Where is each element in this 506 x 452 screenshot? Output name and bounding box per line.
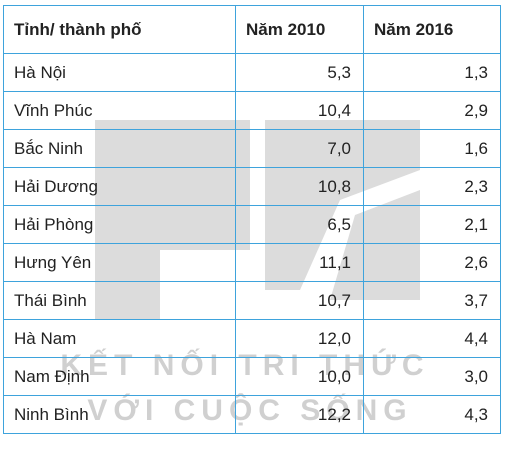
value-2010-cell: 12,2: [235, 395, 364, 434]
table-row: Hải Dương 10,8 2,3: [3, 167, 501, 206]
value-2010-cell: 6,5: [235, 205, 364, 244]
header-province: Tỉnh/ thành phố: [3, 5, 236, 54]
province-cell: Thái Bình: [3, 281, 236, 320]
value-2010-cell: 7,0: [235, 129, 364, 168]
header-year-2016: Năm 2016: [363, 5, 501, 54]
table-row: Hải Phòng 6,5 2,1: [3, 205, 501, 244]
value-2016-cell: 2,3: [363, 167, 501, 206]
value-2016-cell: 1,6: [363, 129, 501, 168]
table-header-row: Tỉnh/ thành phố Năm 2010 Năm 2016: [3, 5, 501, 54]
value-2016-cell: 1,3: [363, 53, 501, 92]
table-row: Vĩnh Phúc 10,4 2,9: [3, 91, 501, 130]
value-2010-cell: 10,8: [235, 167, 364, 206]
province-cell: Hải Dương: [3, 167, 236, 206]
value-2010-cell: 11,1: [235, 243, 364, 282]
value-2010-cell: 10,7: [235, 281, 364, 320]
province-cell: Vĩnh Phúc: [3, 91, 236, 130]
province-cell: Ninh Bình: [3, 395, 236, 434]
data-table: Tỉnh/ thành phố Năm 2010 Năm 2016 Hà Nội…: [3, 5, 501, 434]
value-2010-cell: 10,4: [235, 91, 364, 130]
province-cell: Hải Phòng: [3, 205, 236, 244]
table-row: Hưng Yên 11,1 2,6: [3, 243, 501, 282]
value-2016-cell: 4,3: [363, 395, 501, 434]
value-2010-cell: 10,0: [235, 357, 364, 396]
value-2016-cell: 2,6: [363, 243, 501, 282]
province-cell: Hà Nam: [3, 319, 236, 358]
table-row: Nam Định 10,0 3,0: [3, 357, 501, 396]
table-row: Bắc Ninh 7,0 1,6: [3, 129, 501, 168]
value-2016-cell: 2,9: [363, 91, 501, 130]
table-row: Hà Nội 5,3 1,3: [3, 53, 501, 92]
header-year-2010: Năm 2010: [235, 5, 364, 54]
province-cell: Bắc Ninh: [3, 129, 236, 168]
table-row: Thái Bình 10,7 3,7: [3, 281, 501, 320]
province-cell: Nam Định: [3, 357, 236, 396]
table-row: Ninh Bình 12,2 4,3: [3, 395, 501, 434]
province-cell: Hưng Yên: [3, 243, 236, 282]
table-row: Hà Nam 12,0 4,4: [3, 319, 501, 358]
value-2016-cell: 3,7: [363, 281, 501, 320]
value-2010-cell: 5,3: [235, 53, 364, 92]
value-2016-cell: 3,0: [363, 357, 501, 396]
province-cell: Hà Nội: [3, 53, 236, 92]
value-2010-cell: 12,0: [235, 319, 364, 358]
value-2016-cell: 4,4: [363, 319, 501, 358]
value-2016-cell: 2,1: [363, 205, 501, 244]
